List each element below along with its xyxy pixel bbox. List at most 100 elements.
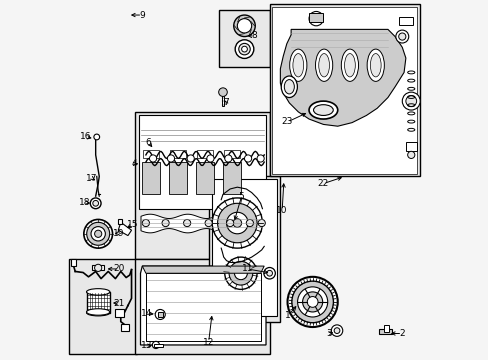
Ellipse shape xyxy=(86,289,110,295)
Text: 1: 1 xyxy=(285,311,290,320)
Ellipse shape xyxy=(369,54,380,77)
Circle shape xyxy=(94,230,102,237)
Circle shape xyxy=(264,267,275,279)
Circle shape xyxy=(152,341,159,348)
Circle shape xyxy=(330,325,342,336)
Bar xyxy=(223,162,241,194)
Bar xyxy=(158,312,163,317)
Text: 8: 8 xyxy=(251,31,257,40)
Bar xyxy=(196,162,214,194)
Circle shape xyxy=(162,220,169,226)
Circle shape xyxy=(241,46,247,52)
Circle shape xyxy=(235,40,253,58)
Bar xyxy=(378,329,391,334)
Text: 23: 23 xyxy=(281,117,293,126)
Circle shape xyxy=(402,92,419,110)
Circle shape xyxy=(93,201,99,206)
Bar xyxy=(219,10,269,67)
Bar xyxy=(211,179,277,316)
Circle shape xyxy=(233,15,255,37)
Circle shape xyxy=(212,198,262,248)
Bar xyxy=(308,13,322,22)
Circle shape xyxy=(94,134,100,140)
Circle shape xyxy=(308,12,323,26)
Bar xyxy=(398,17,412,25)
Circle shape xyxy=(228,261,252,285)
Circle shape xyxy=(234,267,247,280)
Text: 15: 15 xyxy=(126,220,138,229)
Circle shape xyxy=(238,43,250,55)
Polygon shape xyxy=(118,222,131,235)
Bar xyxy=(143,149,159,158)
Circle shape xyxy=(246,220,253,226)
Bar xyxy=(121,324,128,330)
Circle shape xyxy=(395,30,408,43)
Text: 19: 19 xyxy=(113,229,124,238)
Polygon shape xyxy=(145,273,260,341)
Circle shape xyxy=(94,264,102,271)
Text: 13: 13 xyxy=(141,341,152,350)
Circle shape xyxy=(333,328,339,333)
Ellipse shape xyxy=(308,101,337,119)
Circle shape xyxy=(244,155,251,162)
Bar xyxy=(405,142,416,151)
Circle shape xyxy=(224,257,257,289)
Text: 21: 21 xyxy=(113,298,124,307)
Circle shape xyxy=(149,155,156,162)
Circle shape xyxy=(217,203,257,243)
Circle shape xyxy=(257,155,264,162)
Bar xyxy=(118,220,122,224)
Circle shape xyxy=(91,226,105,241)
Bar xyxy=(69,259,137,354)
Bar xyxy=(142,162,160,194)
Bar xyxy=(139,116,265,209)
Bar xyxy=(170,149,185,158)
Bar xyxy=(135,112,269,259)
Text: 12: 12 xyxy=(203,338,214,347)
Ellipse shape xyxy=(284,80,294,94)
Text: 17: 17 xyxy=(86,174,98,183)
Bar xyxy=(169,162,187,194)
Circle shape xyxy=(204,220,212,226)
Circle shape xyxy=(398,33,405,40)
Ellipse shape xyxy=(292,54,303,77)
Circle shape xyxy=(218,88,227,96)
Text: 9: 9 xyxy=(139,10,145,19)
Bar xyxy=(115,309,124,317)
Bar xyxy=(197,149,212,158)
Circle shape xyxy=(405,96,416,107)
Text: 16: 16 xyxy=(80,132,92,141)
Ellipse shape xyxy=(289,49,306,81)
Circle shape xyxy=(237,19,251,33)
Circle shape xyxy=(306,297,317,307)
Circle shape xyxy=(83,220,112,248)
Circle shape xyxy=(183,220,190,226)
Circle shape xyxy=(206,155,214,162)
Ellipse shape xyxy=(86,310,110,316)
Polygon shape xyxy=(140,266,265,345)
Circle shape xyxy=(287,277,337,327)
Circle shape xyxy=(90,198,101,209)
Polygon shape xyxy=(280,30,405,126)
Bar xyxy=(221,92,224,107)
Circle shape xyxy=(226,212,247,234)
Polygon shape xyxy=(142,266,264,273)
Text: 7: 7 xyxy=(223,98,228,107)
Circle shape xyxy=(155,310,165,319)
Text: 2: 2 xyxy=(399,329,404,338)
Ellipse shape xyxy=(344,54,355,77)
Ellipse shape xyxy=(281,76,297,98)
Circle shape xyxy=(142,220,149,226)
Bar xyxy=(269,4,419,176)
Text: 22: 22 xyxy=(317,179,328,188)
Bar xyxy=(92,265,104,270)
Bar xyxy=(224,149,239,158)
Text: 14: 14 xyxy=(141,309,152,318)
Ellipse shape xyxy=(86,309,110,315)
Bar xyxy=(86,292,110,313)
Text: 10: 10 xyxy=(276,206,287,215)
Circle shape xyxy=(291,281,333,323)
Bar xyxy=(384,325,388,332)
Ellipse shape xyxy=(315,49,332,81)
Bar xyxy=(70,259,76,266)
